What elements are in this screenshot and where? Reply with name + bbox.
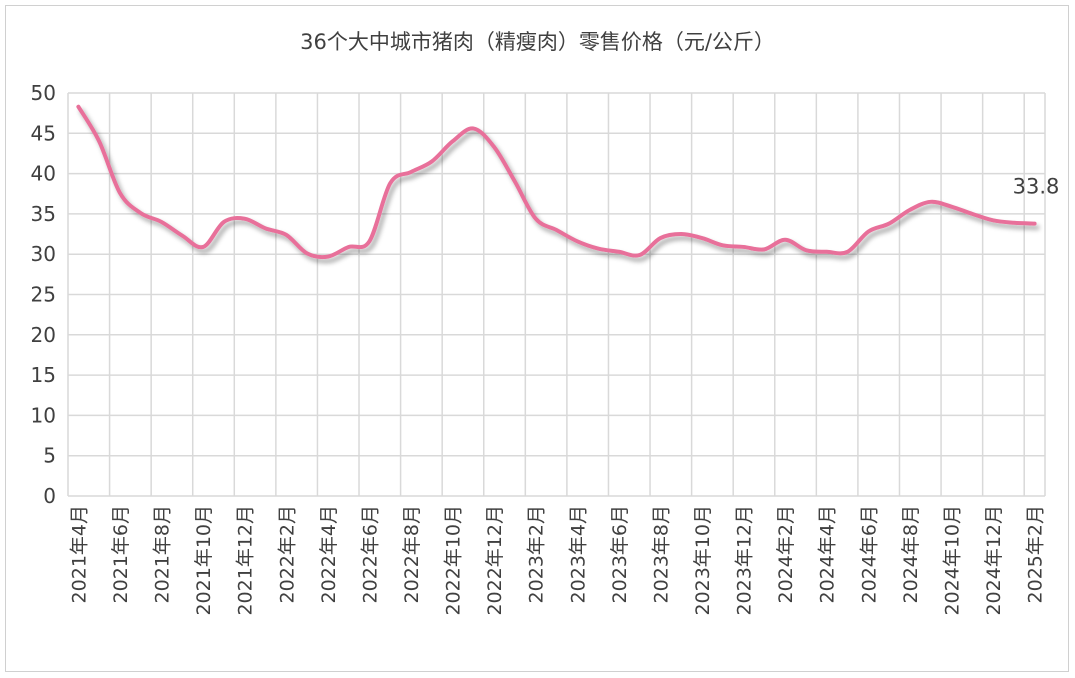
data-point	[263, 226, 267, 230]
data-point	[1033, 222, 1037, 226]
data-point	[679, 232, 683, 236]
y-tick-label: 10	[31, 403, 56, 427]
data-point	[222, 220, 226, 224]
data-point	[949, 205, 953, 209]
data-point	[617, 250, 621, 254]
data-point	[929, 200, 933, 204]
x-tick-label: 2023年8月	[650, 505, 672, 603]
data-point	[243, 217, 247, 221]
data-label-last: 33.8	[1013, 175, 1060, 199]
data-point	[658, 236, 662, 240]
y-tick-label: 20	[31, 323, 56, 347]
chart-title: 36个大中城市猪肉（精瘦肉）零售价格（元/公斤）	[300, 30, 775, 54]
data-point	[908, 208, 912, 212]
data-point	[492, 145, 496, 149]
data-point	[866, 230, 870, 234]
x-tick-label: 2022年2月	[276, 505, 298, 603]
data-point	[347, 245, 351, 249]
data-point	[180, 234, 184, 238]
x-tick-label: 2024年6月	[858, 505, 880, 603]
x-tick-label: 2022年4月	[318, 505, 340, 603]
price-line	[76, 104, 1037, 260]
data-point	[409, 170, 413, 174]
data-point	[887, 222, 891, 226]
x-tick-label: 2024年10月	[941, 505, 963, 616]
data-point	[326, 255, 330, 259]
data-point	[367, 239, 371, 243]
data-point	[970, 212, 974, 216]
y-tick-label: 35	[31, 202, 56, 226]
x-tick-label: 2021年10月	[193, 505, 215, 616]
data-point	[430, 160, 434, 164]
data-point	[388, 181, 392, 185]
y-tick-label: 25	[31, 283, 56, 307]
data-point	[513, 180, 517, 184]
data-point	[638, 253, 642, 257]
x-tick-label: 2021年12月	[235, 505, 257, 616]
data-point	[825, 250, 829, 254]
data-point	[555, 228, 559, 232]
data-point	[284, 233, 288, 237]
data-point	[451, 139, 455, 143]
y-tick-label: 45	[31, 121, 56, 145]
x-tick-label: 2021年6月	[110, 505, 132, 603]
x-tick-label: 2022年12月	[484, 505, 506, 616]
x-tick-label: 2023年10月	[692, 505, 714, 616]
data-point	[118, 191, 122, 195]
data-point	[534, 217, 538, 221]
data-point	[201, 245, 205, 249]
y-tick-label: 30	[31, 242, 56, 266]
data-point	[804, 248, 808, 252]
data-point	[596, 247, 600, 251]
data-point	[139, 211, 143, 215]
y-tick-label: 0	[43, 484, 56, 508]
x-tick-label: 2024年8月	[900, 505, 922, 603]
x-tick-label: 2023年6月	[609, 505, 631, 603]
x-tick-label: 2024年12月	[983, 505, 1005, 616]
data-point	[700, 236, 704, 240]
y-tick-label: 50	[31, 81, 56, 105]
chart-frame	[5, 5, 1069, 672]
data-point	[305, 251, 309, 255]
data-point	[846, 250, 850, 254]
data-point	[97, 139, 101, 143]
data-point	[471, 126, 475, 130]
x-tick-label: 2023年12月	[734, 505, 756, 616]
x-tick-label: 2023年4月	[567, 505, 589, 603]
x-tick-label: 2024年4月	[817, 505, 839, 603]
data-point	[991, 218, 995, 222]
data-point	[160, 220, 164, 224]
data-point	[1012, 221, 1016, 225]
x-tick-label: 2025年2月	[1025, 505, 1047, 603]
x-tick-label: 2022年6月	[359, 505, 381, 603]
y-tick-label: 40	[31, 162, 56, 186]
data-point	[742, 245, 746, 249]
y-tick-label: 5	[43, 444, 56, 468]
x-tick-label: 2021年4月	[68, 505, 90, 603]
x-tick-label: 2023年2月	[526, 505, 548, 603]
data-point	[721, 243, 725, 247]
y-tick-label: 15	[31, 363, 56, 387]
x-tick-label: 2024年2月	[775, 505, 797, 603]
data-point	[76, 105, 80, 109]
data-point	[762, 247, 766, 251]
x-tick-label: 2022年10月	[443, 505, 465, 616]
data-point	[783, 238, 787, 242]
x-tick-label: 2021年8月	[152, 505, 174, 603]
x-tick-label: 2022年8月	[401, 505, 423, 603]
data-point	[575, 239, 579, 243]
